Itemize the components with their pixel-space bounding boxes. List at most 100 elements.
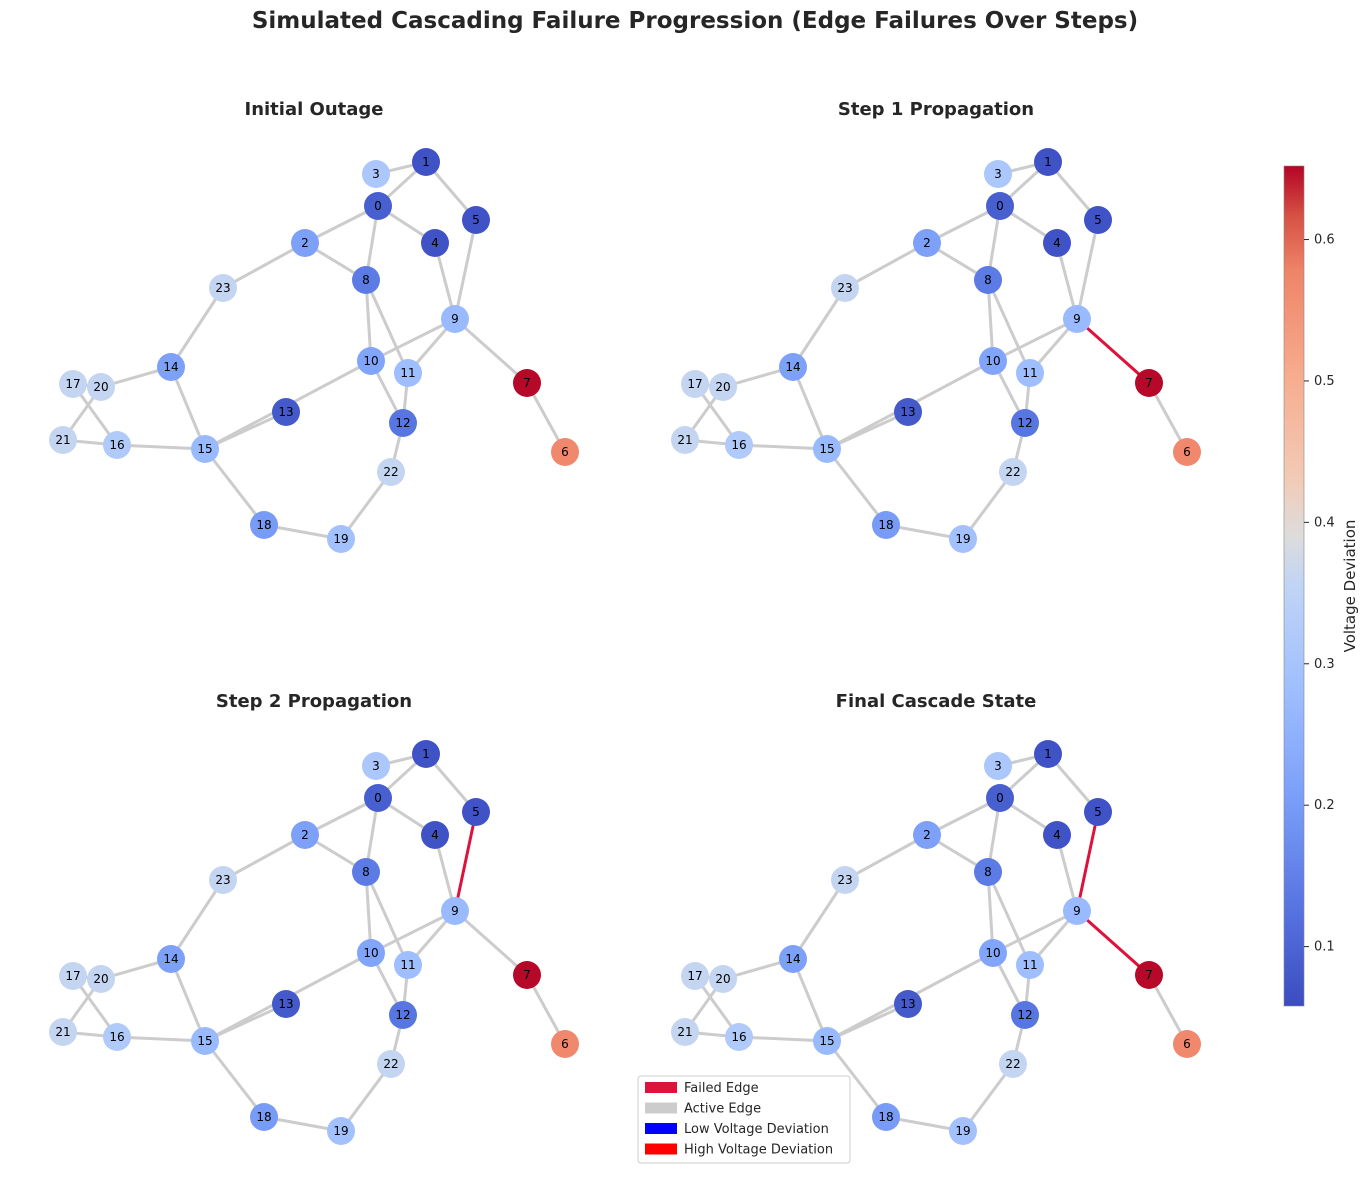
active-edge	[203, 410, 288, 451]
node-12: 12	[1011, 409, 1039, 437]
active-edge	[991, 909, 1079, 955]
node-circle	[421, 821, 449, 849]
node-circle	[913, 229, 941, 257]
node-10: 10	[979, 939, 1007, 967]
node-label: 6	[561, 1037, 569, 1051]
node-label: 17	[65, 969, 80, 983]
active-edge	[169, 878, 225, 961]
node-circle	[779, 945, 807, 973]
node-7: 7	[513, 961, 541, 989]
node-label: 1	[1044, 747, 1052, 761]
legend-label: Low Voltage Deviation	[684, 1122, 829, 1137]
node-18: 18	[250, 1103, 278, 1131]
node-label: 19	[333, 1124, 348, 1138]
node-label: 0	[374, 199, 382, 213]
node-23: 23	[209, 274, 237, 302]
panel-2: Step 2 Propagation0123456789101112131415…	[49, 691, 579, 1145]
node-label: 19	[955, 1124, 970, 1138]
active-edge	[369, 909, 457, 955]
legend-swatch	[645, 1102, 677, 1114]
node-3: 3	[984, 160, 1012, 188]
node-circle	[1016, 359, 1044, 387]
active-edge	[825, 1039, 888, 1119]
node-2: 2	[291, 821, 319, 849]
node-1: 1	[412, 148, 440, 176]
node-17: 17	[59, 370, 87, 398]
node-label: 12	[1017, 1008, 1032, 1022]
node-label: 10	[363, 354, 378, 368]
node-circle	[357, 939, 385, 967]
node-label: 2	[923, 828, 931, 842]
active-edge	[221, 241, 307, 290]
node-label: 14	[163, 952, 178, 966]
node-15: 15	[813, 1027, 841, 1055]
node-21: 21	[49, 1018, 77, 1046]
node-label: 5	[1094, 805, 1102, 819]
active-edge	[364, 278, 410, 375]
node-3: 3	[362, 752, 390, 780]
node-8: 8	[352, 858, 380, 886]
node-16: 16	[725, 1023, 753, 1051]
node-circle	[709, 965, 737, 993]
node-circle	[87, 373, 115, 401]
node-label: 15	[819, 442, 834, 456]
node-label: 4	[431, 236, 439, 250]
node-20: 20	[87, 373, 115, 401]
node-label: 21	[55, 433, 70, 447]
node-circle	[725, 1023, 753, 1051]
node-11: 11	[1016, 951, 1044, 979]
node-label: 10	[363, 946, 378, 960]
active-edge	[453, 317, 529, 385]
node-circle	[462, 798, 490, 826]
node-10: 10	[357, 347, 385, 375]
panel-title: Step 2 Propagation	[216, 691, 412, 712]
node-circle	[362, 752, 390, 780]
node-label: 4	[431, 828, 439, 842]
node-circle	[1084, 206, 1112, 234]
legend-items: Failed Edge Active Edge Low Voltage Deviat…	[645, 1081, 833, 1158]
node-circle	[725, 431, 753, 459]
node-20: 20	[87, 965, 115, 993]
legend-swatch	[645, 1143, 677, 1155]
node-label: 16	[731, 1030, 746, 1044]
node-circle	[974, 266, 1002, 294]
node-15: 15	[813, 435, 841, 463]
node-label: 15	[819, 1034, 834, 1048]
node-16: 16	[103, 1023, 131, 1051]
node-label: 13	[900, 997, 915, 1011]
node-label: 16	[109, 1030, 124, 1044]
node-label: 7	[523, 376, 531, 390]
node-circle	[364, 784, 392, 812]
node-label: 8	[984, 273, 992, 287]
node-7: 7	[1135, 961, 1163, 989]
node-circle	[1063, 897, 1091, 925]
node-label: 3	[372, 759, 380, 773]
colorbar-gradient	[1283, 165, 1305, 1007]
node-circle	[681, 962, 709, 990]
node-circle	[59, 962, 87, 990]
node-circle	[551, 1030, 579, 1058]
node-11: 11	[394, 359, 422, 387]
node-label: 18	[878, 518, 893, 532]
legend-label: Active Edge	[684, 1102, 761, 1117]
node-19: 19	[327, 1117, 355, 1145]
node-17: 17	[59, 962, 87, 990]
colorbar-label: Voltage Deviation	[1341, 520, 1359, 653]
node-21: 21	[671, 1018, 699, 1046]
node-label: 13	[278, 997, 293, 1011]
node-circle	[1011, 409, 1039, 437]
active-edge	[453, 218, 478, 321]
node-circle	[49, 1018, 77, 1046]
node-label: 19	[333, 532, 348, 546]
node-0: 0	[986, 784, 1014, 812]
panel-0: Initial Outage01234567891011121314151617…	[49, 99, 579, 553]
node-6: 6	[551, 438, 579, 466]
node-18: 18	[872, 511, 900, 539]
node-7: 7	[513, 369, 541, 397]
node-20: 20	[709, 373, 737, 401]
node-label: 23	[215, 873, 230, 887]
node-0: 0	[364, 192, 392, 220]
node-circle	[362, 160, 390, 188]
node-circle	[681, 370, 709, 398]
node-label: 6	[1183, 445, 1191, 459]
